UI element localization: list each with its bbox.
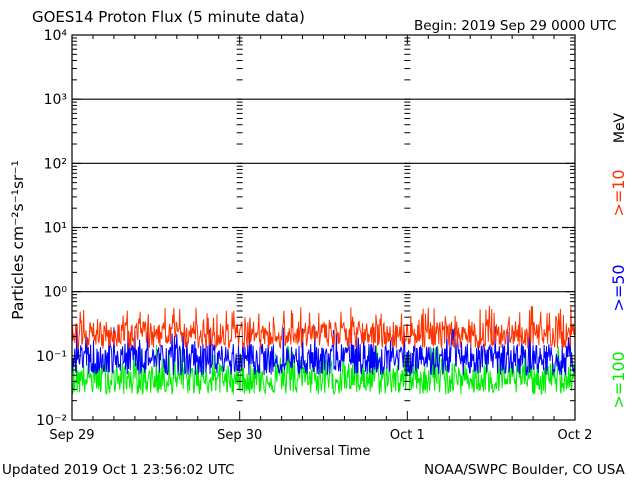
plot-frame [71, 34, 576, 421]
y-tick-label: 10² [44, 156, 67, 172]
y-axis-label: Particles cm⁻²s⁻¹sr⁻¹ [9, 160, 27, 320]
credit: NOAA/SWPC Boulder, CO USA [424, 462, 626, 478]
x-tick-label: Oct 2 [558, 428, 593, 443]
series-line-2 [71, 344, 576, 396]
y-tick-label: 10⁻² [36, 413, 67, 429]
legend-ge10: >=10 [609, 169, 628, 216]
y-tick-label: 10⁰ [44, 285, 68, 301]
y-tick-label: 10³ [44, 92, 67, 108]
x-axis-label: Universal Time [274, 444, 371, 459]
y-tick-label: 10¹ [44, 221, 67, 237]
chart-grid [72, 98, 575, 293]
begin-date: Begin: 2019 Sep 29 0000 UTC [414, 18, 617, 34]
data-series [71, 305, 576, 396]
unit-label: MeV [612, 112, 628, 143]
x-tick-labels: Sep 29 Sep 30 Oct 1 Oct 2 [49, 428, 592, 443]
series-line-1 [71, 325, 576, 377]
x-tick-label: Sep 30 [217, 428, 262, 443]
series-line-0 [71, 305, 576, 351]
y-tick-label: 10⁴ [44, 28, 68, 44]
chart-title: GOES14 Proton Flux (5 minute data) [32, 8, 305, 26]
x-tick-label: Sep 29 [49, 428, 94, 443]
y-tick-label: 10⁻¹ [36, 349, 67, 365]
legend-ge50: >=50 [609, 264, 628, 311]
y-tick-labels: 10⁻² 10⁻¹ 10⁰ 10¹ 10² 10³ 10⁴ [36, 28, 67, 429]
legend-ge100: >=100 [609, 351, 628, 408]
x-tick-label: Oct 1 [390, 428, 425, 443]
updated-timestamp: Updated 2019 Oct 1 23:56:02 UTC [2, 462, 235, 478]
